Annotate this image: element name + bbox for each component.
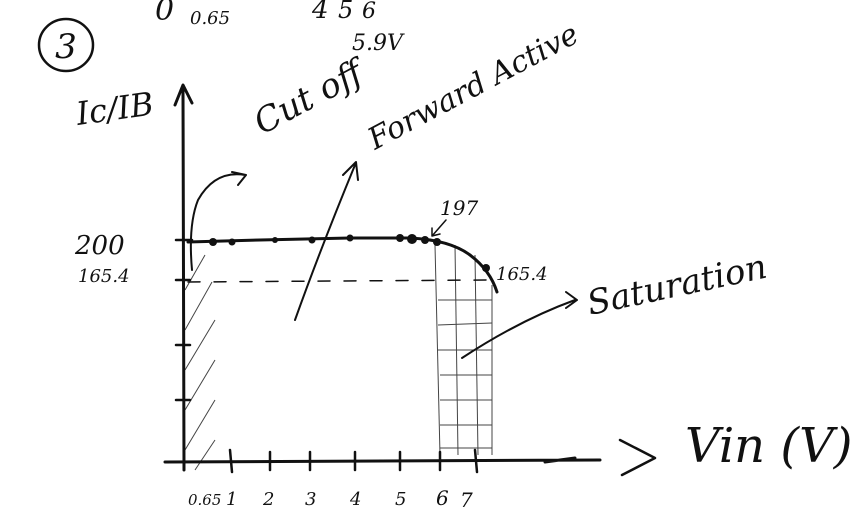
top-note: 0 xyxy=(155,0,174,28)
x-tick-label: 6 xyxy=(436,486,449,510)
point-label: 197 xyxy=(440,196,478,220)
y-tick-label: 200 xyxy=(74,231,125,261)
page: 0 0.65 4 5 6 5.9V 3 Ic/IB xyxy=(0,0,854,518)
x-tick-label: 5 xyxy=(395,489,406,510)
top-note: 0.65 xyxy=(190,8,230,29)
top-note: 5 xyxy=(338,0,353,24)
y-tick-label: 165.4 xyxy=(78,266,130,287)
problem-number: 3 xyxy=(55,27,77,67)
top-note: 4 xyxy=(311,0,329,25)
x-tick-label: 0.65 xyxy=(188,491,221,509)
x-tick-label: 2 xyxy=(262,489,274,510)
x-axis-label: Vin (V) xyxy=(685,418,852,474)
x-tick-label: 3 xyxy=(305,489,316,510)
top-note: 5.9V xyxy=(352,31,405,56)
x-tick-label: 4 xyxy=(349,489,361,510)
x-tick-label: 7 xyxy=(460,488,473,512)
top-note: 6 xyxy=(362,0,376,24)
sketch: 0 0.65 4 5 6 5.9V 3 Ic/IB xyxy=(0,0,854,518)
x-tick-label: 1 xyxy=(226,489,237,510)
point-label: 165.4 xyxy=(496,264,548,285)
